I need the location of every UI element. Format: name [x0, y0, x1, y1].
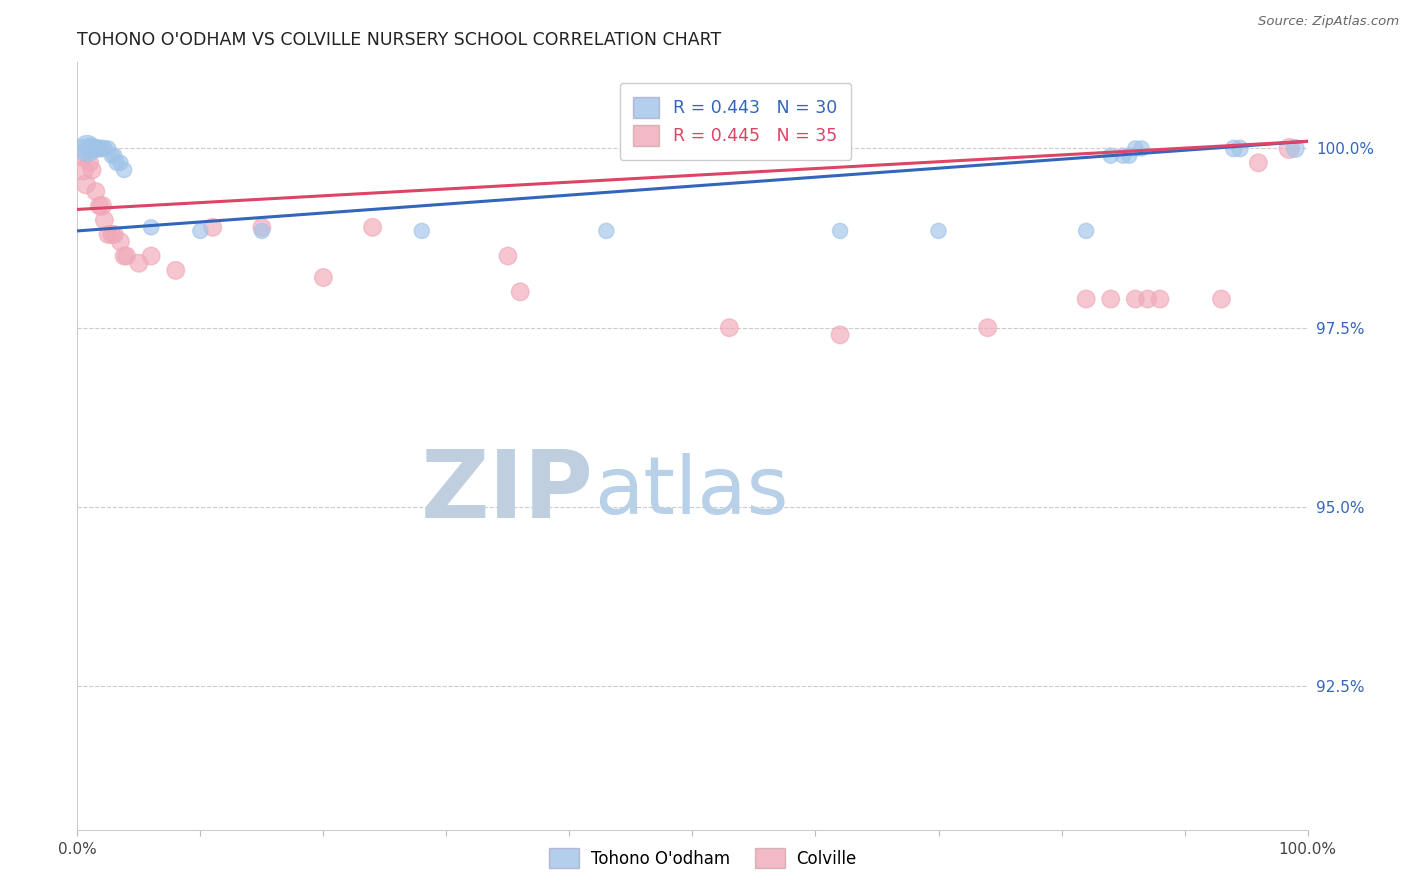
Point — [1211, 292, 1233, 306]
Point — [928, 224, 950, 238]
Point — [1247, 156, 1270, 170]
Point — [830, 327, 852, 342]
Point — [201, 220, 224, 235]
Point — [72, 163, 94, 178]
Point — [977, 320, 1000, 334]
Point — [97, 227, 120, 242]
Point — [90, 141, 114, 155]
Point — [830, 224, 852, 238]
Point — [110, 156, 132, 170]
Point — [112, 249, 135, 263]
Point — [103, 148, 125, 162]
Point — [165, 263, 187, 277]
Point — [101, 227, 124, 242]
Text: ZIP: ZIP — [422, 446, 595, 538]
Point — [93, 213, 115, 227]
Point — [250, 220, 273, 235]
Text: Source: ZipAtlas.com: Source: ZipAtlas.com — [1258, 15, 1399, 29]
Point — [87, 141, 110, 155]
Point — [90, 199, 114, 213]
Point — [1130, 141, 1153, 155]
Point — [718, 320, 741, 334]
Point — [1125, 141, 1147, 155]
Point — [1076, 292, 1098, 306]
Point — [141, 220, 163, 235]
Point — [1278, 141, 1301, 155]
Point — [79, 156, 101, 170]
Point — [97, 141, 120, 155]
Point — [1223, 141, 1246, 155]
Point — [1125, 292, 1147, 306]
Legend: Tohono O'odham, Colville: Tohono O'odham, Colville — [541, 839, 865, 877]
Point — [76, 141, 98, 155]
Point — [82, 141, 104, 155]
Point — [75, 178, 97, 192]
Point — [595, 224, 617, 238]
Point — [411, 224, 433, 238]
Point — [105, 156, 128, 170]
Point — [101, 148, 124, 162]
Point — [496, 249, 519, 263]
Point — [89, 199, 111, 213]
Point — [509, 285, 531, 299]
Point — [72, 141, 94, 155]
Point — [361, 220, 384, 235]
Point — [1284, 141, 1306, 155]
Point — [312, 270, 335, 285]
Point — [128, 256, 150, 270]
Point — [82, 163, 104, 178]
Point — [103, 227, 125, 242]
Point — [84, 141, 107, 155]
Point — [1136, 292, 1159, 306]
Point — [1229, 141, 1251, 155]
Point — [141, 249, 163, 263]
Point — [93, 141, 115, 155]
Point — [1099, 148, 1122, 162]
Point — [1076, 224, 1098, 238]
Point — [1099, 292, 1122, 306]
Point — [110, 235, 132, 249]
Text: TOHONO O'ODHAM VS COLVILLE NURSERY SCHOOL CORRELATION CHART: TOHONO O'ODHAM VS COLVILLE NURSERY SCHOO… — [77, 31, 721, 49]
Point — [1112, 148, 1135, 162]
Point — [250, 224, 273, 238]
Point — [70, 148, 93, 162]
Point — [188, 224, 212, 238]
Point — [112, 163, 135, 178]
Point — [1118, 148, 1140, 162]
Point — [115, 249, 138, 263]
Point — [84, 185, 107, 199]
Point — [79, 141, 101, 155]
Point — [1149, 292, 1171, 306]
Legend: R = 0.443   N = 30, R = 0.445   N = 35: R = 0.443 N = 30, R = 0.445 N = 35 — [620, 83, 852, 160]
Text: atlas: atlas — [595, 453, 789, 531]
